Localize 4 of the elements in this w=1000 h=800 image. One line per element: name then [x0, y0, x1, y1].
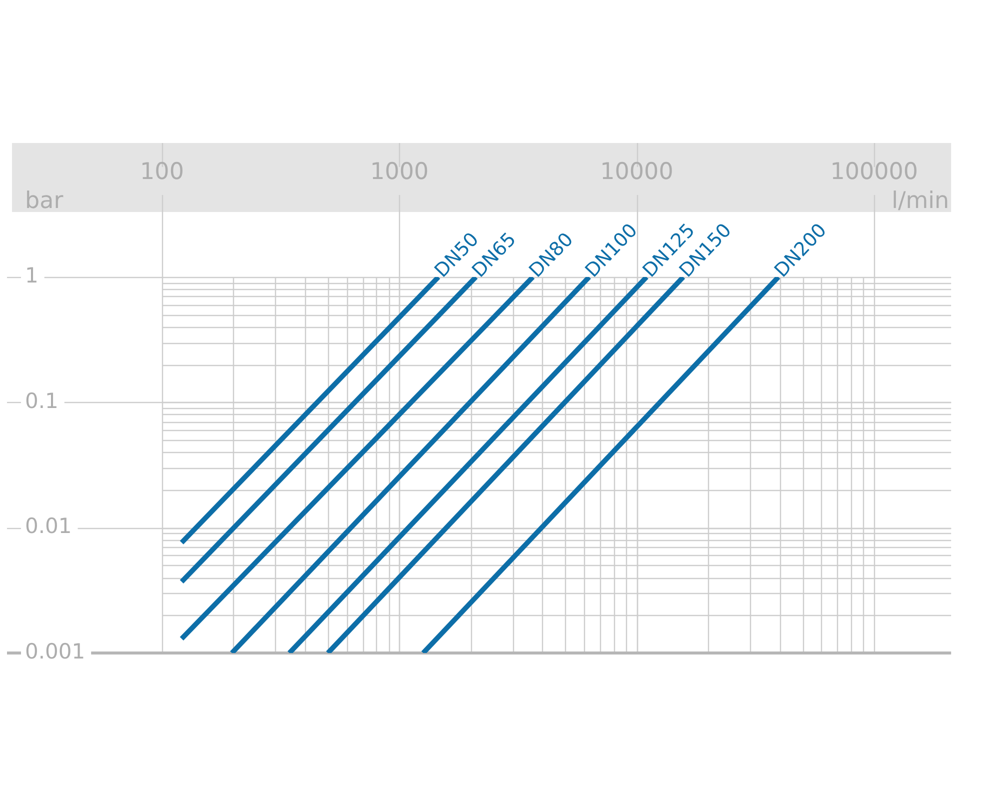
y-tick-label: 0.1 — [25, 388, 58, 413]
y-tick-label: 0.001 — [25, 639, 86, 664]
y-tick-label: 0.01 — [25, 514, 72, 538]
y-tick-label: 1 — [25, 263, 38, 288]
